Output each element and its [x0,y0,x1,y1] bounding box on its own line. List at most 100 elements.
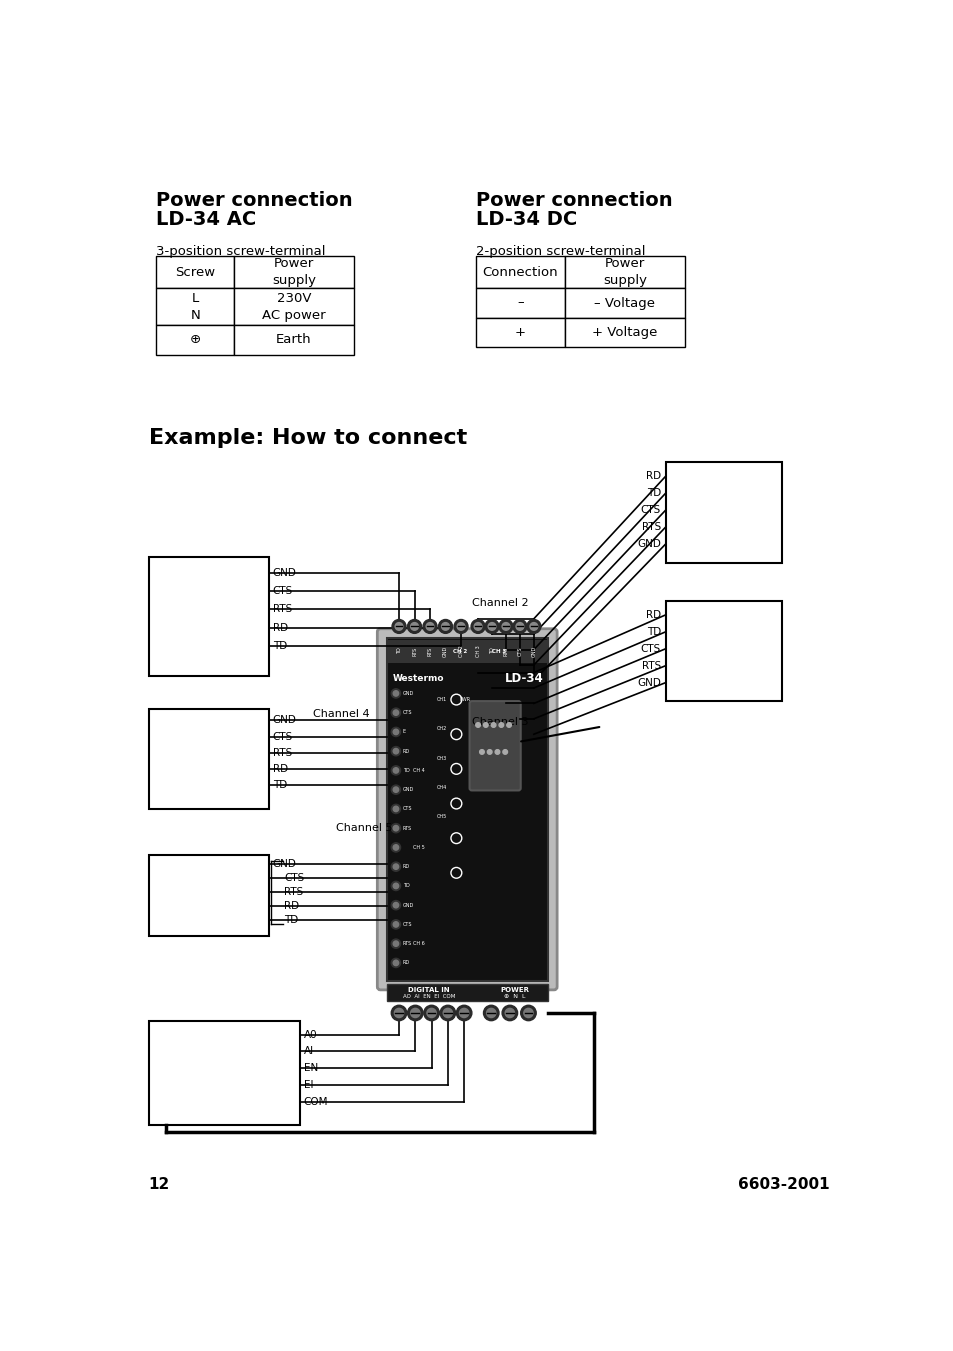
Text: RTS: RTS [641,521,660,532]
Circle shape [498,620,513,634]
Circle shape [456,623,464,631]
Bar [386,985,547,1001]
Circle shape [391,843,400,852]
Circle shape [495,750,499,754]
Text: LD-34 DC: LD-34 DC [476,209,577,228]
Bar [564,288,684,317]
Circle shape [393,942,398,946]
Circle shape [391,1005,406,1020]
Text: – Voltage: – Voltage [594,296,655,309]
Circle shape [443,1008,452,1017]
Text: CH1: CH1 [436,697,447,703]
Circle shape [410,1008,419,1017]
Circle shape [530,623,537,631]
Text: GND: GND [402,690,414,696]
Bar [149,1020,299,1124]
Circle shape [483,723,488,727]
Circle shape [391,708,400,717]
Bar [476,257,564,288]
Text: CH 3: CH 3 [476,646,480,657]
Text: GND: GND [402,788,414,792]
Circle shape [391,785,400,794]
Text: TD: TD [396,647,401,654]
Circle shape [410,623,418,631]
Circle shape [486,1008,496,1017]
Circle shape [393,825,398,831]
Text: ⊕  N  L: ⊕ N L [503,994,525,1000]
Circle shape [391,920,400,929]
Circle shape [487,750,492,754]
Text: EI: EI [303,1081,313,1090]
Text: 3-position screw-terminal: 3-position screw-terminal [156,246,326,258]
Circle shape [407,620,421,634]
Text: GND: GND [531,646,536,657]
Text: Example: How to connect: Example: How to connect [149,428,466,447]
Circle shape [488,623,496,631]
Circle shape [439,1005,456,1020]
Circle shape [474,623,481,631]
Bar [156,288,233,326]
Text: LD-34: LD-34 [505,671,543,685]
Circle shape [506,723,511,727]
Bar [665,601,781,701]
Text: POWER: POWER [499,986,529,993]
Text: TD: TD [646,627,660,636]
Circle shape [526,620,540,634]
Text: RTS: RTS [273,604,292,615]
Text: AO  AI  EN  EI  COM: AO AI EN EI COM [402,994,455,1000]
Text: Power connection: Power connection [476,192,672,211]
Circle shape [407,1005,422,1020]
Text: RD: RD [402,865,410,869]
Text: + Voltage: + Voltage [592,326,657,339]
Circle shape [391,824,400,832]
Text: COM: COM [303,1097,328,1108]
Circle shape [393,730,398,735]
Text: RTS: RTS [284,888,303,897]
Text: 2-position screw-terminal: 2-position screw-terminal [476,246,644,258]
Circle shape [459,1008,468,1017]
Text: TD: TD [402,884,409,889]
Text: CH 5: CH 5 [413,844,424,850]
Text: RD: RD [645,471,660,481]
Text: CH 6: CH 6 [413,942,424,946]
Text: E: E [402,730,406,735]
Circle shape [393,788,398,793]
Text: CTS: CTS [402,807,412,812]
Text: TD: TD [646,488,660,499]
Circle shape [393,921,398,927]
Circle shape [498,723,503,727]
Circle shape [454,620,468,634]
Bar [665,462,781,562]
Text: Westermo: Westermo [393,674,444,682]
Text: TD: TD [489,647,494,654]
Circle shape [501,623,509,631]
Circle shape [393,711,398,716]
Circle shape [393,690,398,696]
Circle shape [484,620,498,634]
Circle shape [502,750,507,754]
Bar [476,317,564,347]
Circle shape [391,727,400,736]
Text: GND: GND [273,716,296,725]
Text: RTS: RTS [273,747,292,758]
Circle shape [523,1008,533,1017]
Text: RD: RD [273,623,288,634]
Text: CTS: CTS [284,873,304,884]
FancyBboxPatch shape [469,701,520,790]
Text: CTS: CTS [402,711,412,715]
Text: CH 4: CH 4 [413,767,424,773]
Bar [156,257,233,288]
Circle shape [394,1008,403,1017]
Text: CH 2: CH 2 [453,648,467,654]
Text: PWR: PWR [459,697,470,703]
Circle shape [479,750,484,754]
Text: 230V
AC power: 230V AC power [262,292,326,322]
Text: Earth: Earth [276,334,312,346]
Bar [149,557,269,677]
Text: CTS: CTS [273,731,293,742]
Text: GND: GND [273,567,296,577]
Circle shape [471,620,484,634]
Text: Power
supply: Power supply [602,257,646,288]
Circle shape [483,1005,498,1020]
Text: RD: RD [284,901,299,911]
